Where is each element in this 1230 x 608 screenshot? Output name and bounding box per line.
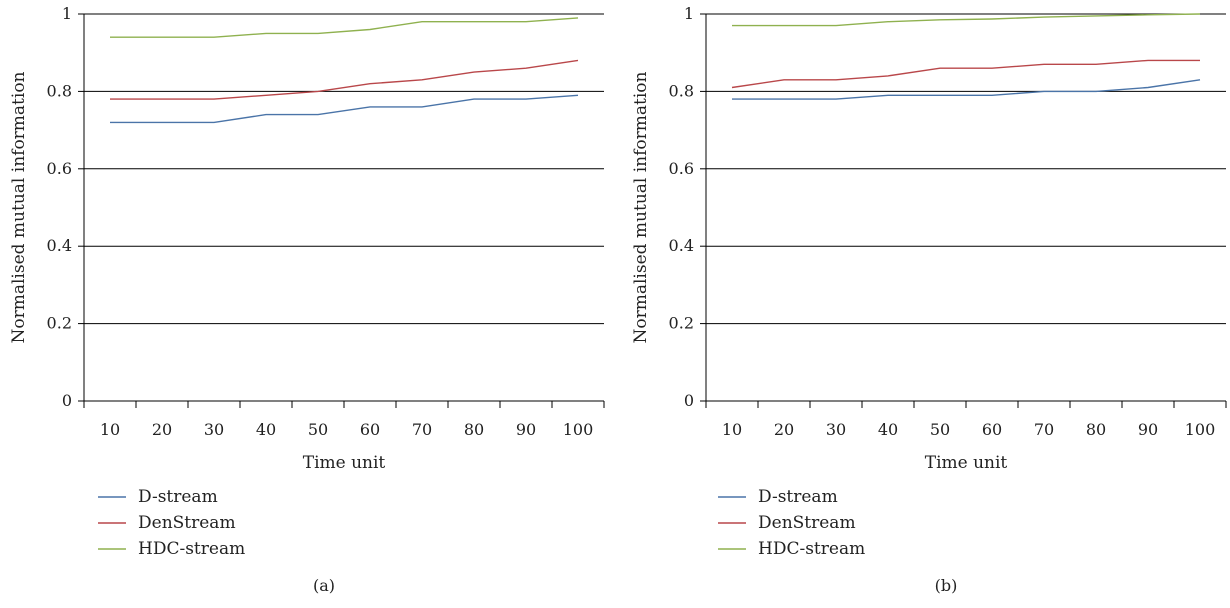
x-tick-label: 60	[360, 420, 380, 439]
x-tick-label: 70	[412, 420, 432, 439]
y-tick-label: 1	[62, 4, 72, 23]
x-axis-title: Time unit	[303, 453, 386, 473]
y-tick-label: 0.6	[669, 159, 694, 178]
y-tick-label: 0.4	[47, 236, 72, 255]
x-tick-label: 10	[722, 420, 742, 439]
legend-label: HDC-stream	[758, 539, 865, 559]
series-line-denstream	[110, 59, 579, 100]
y-tick-label: 0	[684, 391, 694, 410]
x-tick-label: 70	[1034, 420, 1054, 439]
x-tick-label: 100	[1185, 420, 1216, 439]
x-tick-label: 50	[930, 420, 950, 439]
legend-label: D-stream	[138, 487, 218, 507]
series-line-denstream	[731, 59, 1200, 89]
y-axis-title: Normalised mutual information	[631, 71, 651, 343]
x-tick-label: 10	[100, 420, 120, 439]
x-tick-label: 30	[204, 420, 224, 439]
y-tick-label: 1	[684, 4, 694, 23]
x-tick-label: 80	[1086, 420, 1106, 439]
x-tick-label: 40	[878, 420, 898, 439]
y-tick-label: 0.4	[669, 236, 694, 255]
x-tick-label: 90	[516, 420, 536, 439]
x-tick-label: 60	[982, 420, 1002, 439]
x-tick-label: 50	[308, 420, 328, 439]
legend-label: D-stream	[758, 487, 838, 507]
x-tick-label: 100	[563, 420, 594, 439]
panel-label: (a)	[313, 576, 335, 595]
panel-label: (b)	[935, 576, 958, 595]
x-axis-title: Time unit	[925, 453, 1008, 473]
legend-label: HDC-stream	[138, 539, 245, 559]
y-tick-label: 0.8	[669, 81, 694, 100]
legend-label: DenStream	[138, 513, 236, 533]
series-line-d-stream	[110, 94, 579, 124]
x-tick-label: 90	[1138, 420, 1158, 439]
y-axis-title: Normalised mutual information	[9, 71, 29, 343]
y-tick-label: 0.6	[47, 159, 72, 178]
chart-panel-a: 0 0.2 0.4 0.6 0.8 1 10 20 30 40 50 60 70 80 90 100 Time …	[9, 4, 605, 595]
chart-panel-b: 0 0.2 0.4 0.6 0.8 1 10 20 30 40 50 60 70 80 90 100 Time …	[631, 4, 1227, 595]
series-line-hdc-stream	[110, 17, 579, 38]
y-tick-label: 0.2	[47, 314, 72, 333]
legend-label: DenStream	[758, 513, 856, 533]
series-line-hdc-stream	[732, 13, 1201, 27]
x-tick-label: 80	[464, 420, 484, 439]
y-tick-label: 0.2	[669, 314, 694, 333]
x-tick-label: 20	[774, 420, 794, 439]
y-tick-label: 0.8	[47, 81, 72, 100]
x-tick-label: 40	[256, 420, 276, 439]
x-tick-label: 30	[826, 420, 846, 439]
x-tick-label: 20	[152, 420, 172, 439]
y-tick-label: 0	[62, 391, 72, 410]
series-line-d-stream	[732, 79, 1201, 100]
